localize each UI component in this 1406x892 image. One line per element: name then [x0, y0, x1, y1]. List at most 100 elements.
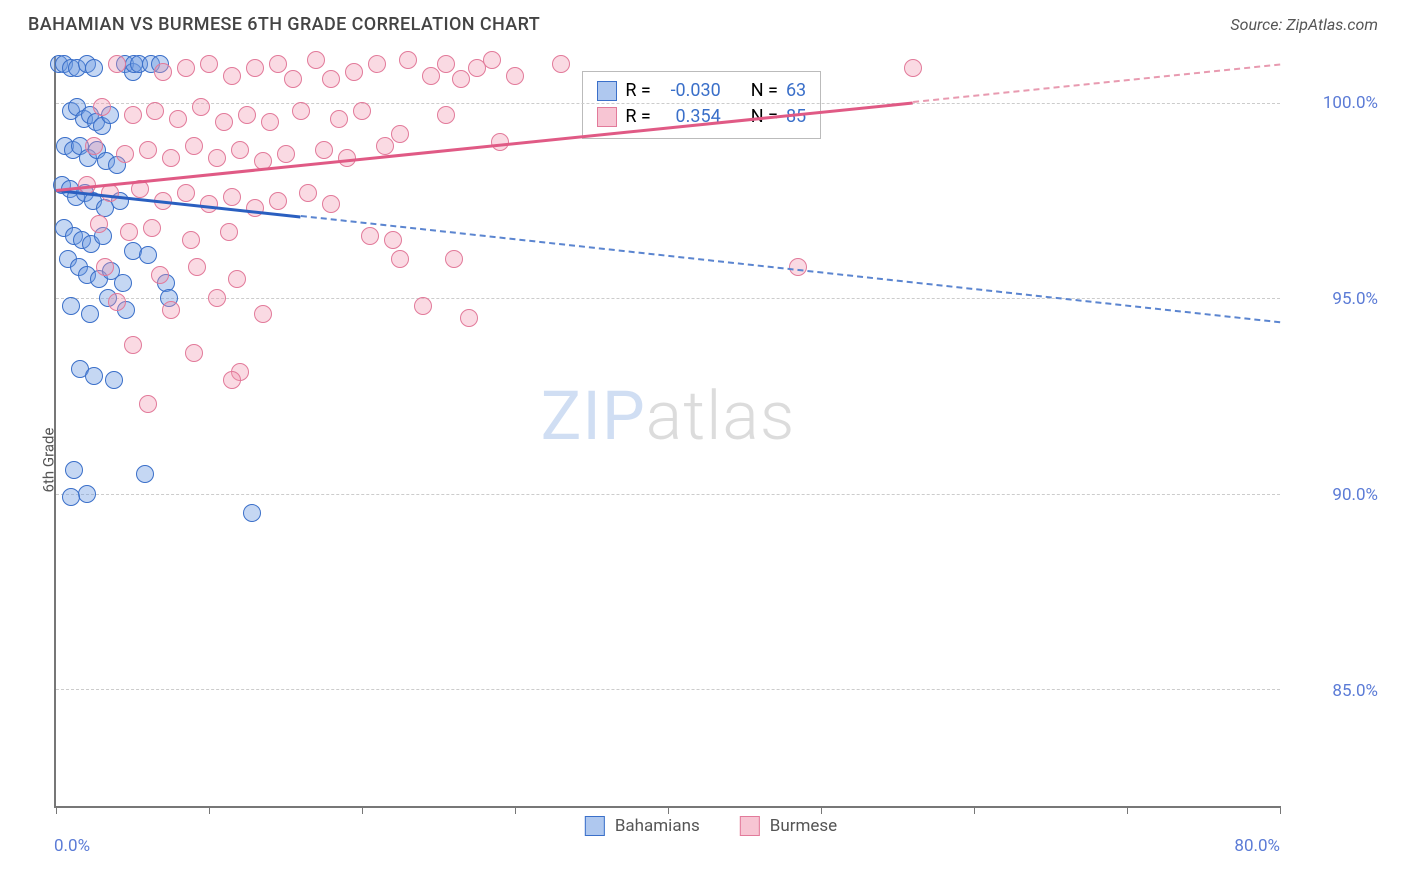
- data-point-burmese: [422, 67, 440, 85]
- x-tick: [821, 806, 822, 814]
- data-point-burmese: [330, 110, 348, 128]
- stats-legend-box: R =-0.030N =63R =0.354N =85: [582, 71, 821, 139]
- legend-item-bahamians: Bahamians: [585, 816, 700, 836]
- y-tick-label: 100.0%: [1323, 93, 1378, 113]
- data-point-burmese: [146, 102, 164, 120]
- data-point-bahamians: [105, 371, 123, 389]
- data-point-burmese: [904, 59, 922, 77]
- stats-r-prefix: R =: [625, 104, 650, 130]
- data-point-burmese: [215, 113, 233, 131]
- data-point-burmese: [361, 227, 379, 245]
- y-tick-label: 85.0%: [1332, 681, 1378, 701]
- y-axis-tick-labels: 85.0% 90.0% 95.0% 100.0%: [1288, 56, 1378, 808]
- data-point-bahamians: [81, 305, 99, 323]
- data-point-burmese: [345, 63, 363, 81]
- data-point-burmese: [139, 395, 157, 413]
- data-point-burmese: [254, 305, 272, 323]
- legend-label: Bahamians: [615, 816, 700, 836]
- data-point-burmese: [445, 250, 463, 268]
- data-point-burmese: [353, 102, 371, 120]
- gridline: [56, 298, 1280, 299]
- data-point-burmese: [391, 125, 409, 143]
- data-point-burmese: [399, 51, 417, 69]
- data-point-burmese: [437, 106, 455, 124]
- watermark-part1: ZIP: [541, 376, 646, 456]
- stats-n-value: 63: [786, 78, 806, 104]
- data-point-burmese: [108, 55, 126, 73]
- stats-r-value: -0.030: [659, 78, 721, 104]
- data-point-burmese: [220, 223, 238, 241]
- data-point-bahamians: [139, 246, 157, 264]
- data-point-burmese: [269, 55, 287, 73]
- data-point-burmese: [124, 336, 142, 354]
- data-point-burmese: [124, 106, 142, 124]
- legend-bottom: Bahamians Burmese: [585, 816, 837, 836]
- data-point-bahamians: [78, 485, 96, 503]
- data-point-burmese: [208, 149, 226, 167]
- data-point-burmese: [437, 55, 455, 73]
- data-point-burmese: [116, 145, 134, 163]
- data-point-burmese: [491, 133, 509, 151]
- data-point-burmese: [188, 258, 206, 276]
- x-tick: [362, 806, 363, 814]
- data-point-burmese: [483, 51, 501, 69]
- data-point-burmese: [322, 70, 340, 88]
- data-point-burmese: [368, 55, 386, 73]
- data-point-burmese: [322, 195, 340, 213]
- legend-item-burmese: Burmese: [740, 816, 837, 836]
- data-point-burmese: [223, 188, 241, 206]
- x-tick: [515, 806, 516, 814]
- data-point-burmese: [277, 145, 295, 163]
- data-point-burmese: [231, 141, 249, 159]
- data-point-burmese: [228, 270, 246, 288]
- data-point-burmese: [315, 141, 333, 159]
- data-point-burmese: [384, 231, 402, 249]
- data-point-burmese: [299, 184, 317, 202]
- x-tick: [56, 806, 57, 814]
- data-point-burmese: [789, 258, 807, 276]
- data-point-bahamians: [136, 465, 154, 483]
- data-point-burmese: [139, 141, 157, 159]
- stats-n-prefix: N =: [751, 78, 778, 104]
- data-point-burmese: [391, 250, 409, 268]
- legend-swatch-burmese: [740, 816, 760, 836]
- chart-title: BAHAMIAN VS BURMESE 6TH GRADE CORRELATIO…: [28, 14, 540, 35]
- x-max-label: 80.0%: [1234, 836, 1280, 856]
- y-tick-label: 90.0%: [1332, 485, 1378, 505]
- gridline: [56, 494, 1280, 495]
- legend-label: Burmese: [770, 816, 837, 836]
- legend-swatch-bahamians: [597, 81, 617, 101]
- legend-swatch-burmese: [597, 107, 617, 127]
- x-min-label: 0.0%: [54, 836, 90, 856]
- data-point-burmese: [185, 344, 203, 362]
- data-point-bahamians: [85, 367, 103, 385]
- data-point-burmese: [223, 371, 241, 389]
- x-tick: [1280, 806, 1281, 814]
- data-point-bahamians: [65, 461, 83, 479]
- gridline: [56, 689, 1280, 690]
- chart-container: 6th Grade ZIPatlas R =-0.030N =63R =0.35…: [44, 56, 1378, 864]
- x-tick: [668, 806, 669, 814]
- x-tick: [974, 806, 975, 814]
- data-point-burmese: [238, 106, 256, 124]
- trend-line: [301, 215, 1280, 323]
- y-tick-label: 95.0%: [1332, 289, 1378, 309]
- data-point-burmese: [162, 301, 180, 319]
- data-point-burmese: [90, 215, 108, 233]
- data-point-bahamians: [85, 59, 103, 77]
- data-point-burmese: [261, 113, 279, 131]
- trend-line: [913, 64, 1280, 103]
- data-point-burmese: [151, 266, 169, 284]
- data-point-burmese: [96, 258, 114, 276]
- legend-swatch-bahamians: [585, 816, 605, 836]
- data-point-burmese: [177, 59, 195, 77]
- data-point-burmese: [376, 137, 394, 155]
- watermark: ZIPatlas: [541, 376, 796, 456]
- data-point-burmese: [338, 149, 356, 167]
- data-point-burmese: [93, 98, 111, 116]
- data-point-bahamians: [243, 504, 261, 522]
- data-point-burmese: [307, 51, 325, 69]
- x-tick: [209, 806, 210, 814]
- data-point-burmese: [162, 149, 180, 167]
- data-point-burmese: [154, 63, 172, 81]
